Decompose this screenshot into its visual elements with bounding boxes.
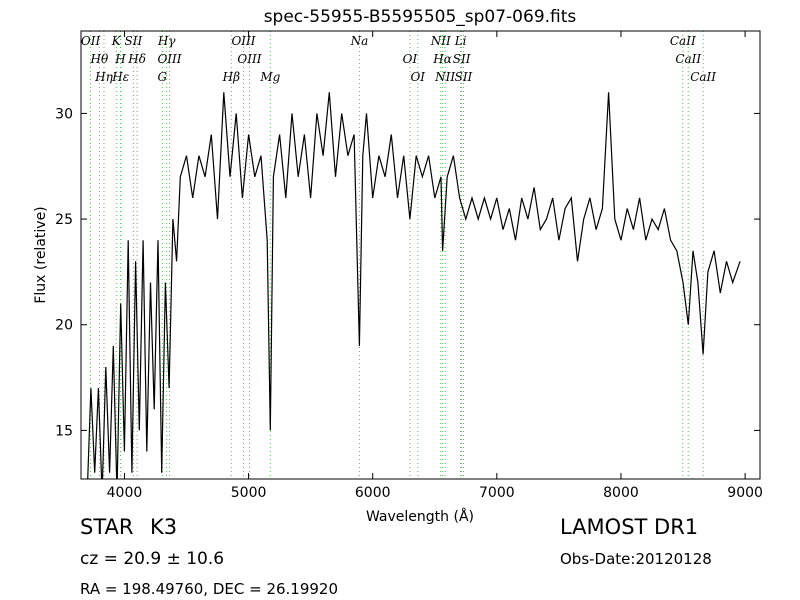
plot-area (87, 31, 741, 479)
subclass: K3 (150, 515, 177, 539)
spectral-line-label: OIII (237, 52, 261, 66)
spectral-line-label: NII (434, 70, 455, 84)
spectral-line-label: Li (454, 34, 467, 48)
spectral-line-label: SII (125, 34, 143, 48)
spectral-line-label: Hε (111, 70, 129, 84)
y-axis-label: Flux (relative) (33, 206, 49, 303)
spectral-line-label: Mg (259, 70, 280, 84)
x-tick-label: 7000 (479, 485, 515, 501)
x-tick-label: 4000 (107, 485, 143, 501)
y-tick-label: 15 (55, 423, 73, 439)
spectral-line-label: SII (453, 52, 471, 66)
spectral-line-label: CaII (690, 70, 716, 84)
spectral-line-label: OII (81, 34, 101, 48)
spectral-line-label: Na (350, 34, 369, 48)
spectral-line-label: Hη (94, 70, 113, 84)
redshift: cz = 20.9 ± 10.6 (80, 549, 224, 569)
spectral-line-label: Hδ (127, 52, 146, 66)
x-tick-label: 5000 (231, 485, 267, 501)
spectral-line-label: H (114, 52, 126, 66)
y-tick-label: 20 (55, 318, 73, 334)
coordinates: RA = 198.49760, DEC = 26.19920 (80, 580, 338, 598)
plot-frame (80, 30, 761, 480)
spectral-line-label: OI (403, 52, 418, 66)
x-axis-label: Wavelength (Å) (366, 508, 474, 525)
spectral-line-label: K (111, 34, 122, 48)
x-tick-label: 9000 (727, 485, 763, 501)
spectral-line-label: OIII (231, 34, 255, 48)
spectral-line-label: Hγ (157, 34, 176, 48)
spectral-line-label: G (158, 70, 168, 84)
spectral-line-label: CaII (670, 34, 696, 48)
spectral-line-label: OIII (157, 52, 181, 66)
spectral-line-label: Hα (432, 52, 452, 66)
spectral-line-label: OI (410, 70, 425, 84)
x-tick-label: 8000 (603, 485, 639, 501)
spectral-line-label: SII (455, 70, 473, 84)
spectral-line-label: NII (430, 34, 451, 48)
spectrum-line (87, 92, 741, 479)
spectral-line-label: Hβ (222, 70, 240, 84)
object-class: STAR (80, 515, 133, 539)
survey: LAMOST DR1 (560, 515, 698, 539)
x-tick-label: 6000 (355, 485, 391, 501)
chart-title: spec-55955-B5595505_sp07-069.fits (264, 7, 577, 27)
obs-date: Obs-Date:20120128 (560, 550, 712, 568)
spectral-line-label: Hθ (90, 52, 109, 66)
spectral-line-label: CaII (675, 52, 701, 66)
y-tick-label: 30 (55, 106, 73, 122)
y-tick-label: 25 (55, 212, 73, 228)
